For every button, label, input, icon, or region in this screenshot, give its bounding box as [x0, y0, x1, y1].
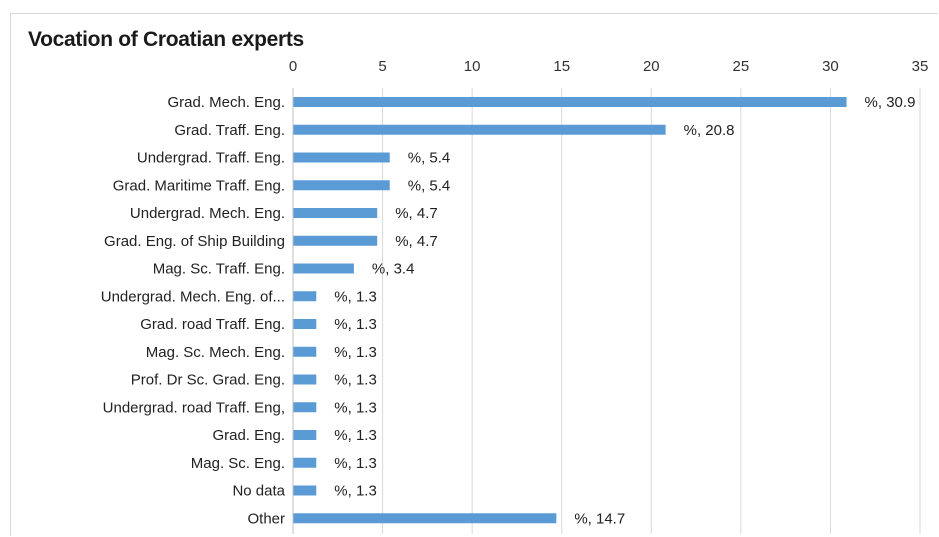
- category-label-15: Other: [247, 510, 285, 527]
- data-label-8: %, 1.3: [334, 316, 377, 333]
- bar-3: [293, 180, 390, 191]
- bars: [293, 97, 847, 524]
- x-tick-label-20: 20: [643, 58, 660, 75]
- bar-6: [293, 263, 354, 274]
- x-tick-label-5: 5: [378, 58, 386, 75]
- bar-7: [293, 291, 317, 302]
- bar-13: [293, 457, 317, 468]
- bar-14: [293, 485, 317, 496]
- data-label-6: %, 3.4: [372, 261, 415, 278]
- bar-5: [293, 235, 378, 246]
- category-label-11: Undergrad. road Traff. Eng,: [103, 399, 285, 416]
- bar-4: [293, 208, 378, 218]
- data-label-14: %, 1.3: [334, 483, 377, 500]
- x-tick-label-10: 10: [464, 58, 481, 75]
- category-label-3: Grad. Maritime Traff. Eng.: [113, 177, 285, 194]
- bar-12: [293, 430, 317, 440]
- category-label-1: Grad. Traff. Eng.: [174, 122, 285, 139]
- x-tick-label-35: 35: [912, 58, 929, 75]
- category-label-13: Mag. Sc. Eng.: [191, 455, 285, 472]
- data-label-11: %, 1.3: [334, 399, 377, 416]
- category-label-6: Mag. Sc. Traff. Eng.: [153, 261, 285, 278]
- category-label-9: Mag. Sc. Mech. Eng.: [146, 344, 285, 361]
- bar-11: [293, 402, 317, 413]
- labels: 0 5 10 15 20 25 30 35 Grad. Mech. Eng. %, 30.9 Gra…: [101, 58, 929, 527]
- bar-10: [293, 374, 317, 385]
- data-label-10: %, 1.3: [334, 372, 377, 389]
- bar-8: [293, 319, 317, 329]
- category-label-5: Grad. Eng. of Ship Building: [104, 233, 285, 250]
- category-label-10: Prof. Dr Sc. Grad. Eng.: [131, 372, 285, 389]
- bar-0: [293, 97, 847, 107]
- grid-lines: [382, 88, 921, 534]
- category-label-14: No data: [232, 483, 285, 500]
- x-tick-label-15: 15: [553, 58, 570, 75]
- bar-2: [293, 152, 390, 163]
- data-label-5: %, 4.7: [395, 233, 438, 250]
- category-label-4: Undergrad. Mech. Eng.: [130, 205, 285, 222]
- x-tick-label-0: 0: [289, 58, 297, 75]
- data-label-9: %, 1.3: [334, 344, 377, 361]
- category-label-8: Grad. road Traff. Eng.: [140, 316, 285, 333]
- data-label-0: %, 30.9: [865, 94, 916, 111]
- data-label-12: %, 1.3: [334, 427, 377, 444]
- bar-15: [293, 513, 557, 524]
- data-label-3: %, 5.4: [408, 177, 451, 194]
- chart-frame: [10, 13, 938, 536]
- data-label-15: %, 14.7: [574, 510, 625, 527]
- category-label-2: Undergrad. Traff. Eng.: [137, 150, 285, 167]
- data-label-1: %, 20.8: [684, 122, 735, 139]
- x-tick-label-25: 25: [733, 58, 750, 75]
- category-label-7: Undergrad. Mech. Eng. of...: [101, 288, 285, 305]
- data-label-7: %, 1.3: [334, 288, 377, 305]
- chart-title: Vocation of Croatian experts: [28, 28, 304, 51]
- bar-1: [293, 124, 666, 135]
- data-label-13: %, 1.3: [334, 455, 377, 472]
- category-label-12: Grad. Eng.: [212, 427, 285, 444]
- bar-9: [293, 346, 317, 357]
- x-tick-label-30: 30: [822, 58, 839, 75]
- data-label-4: %, 4.7: [395, 205, 438, 222]
- data-label-2: %, 5.4: [408, 150, 451, 167]
- category-label-0: Grad. Mech. Eng.: [167, 94, 285, 111]
